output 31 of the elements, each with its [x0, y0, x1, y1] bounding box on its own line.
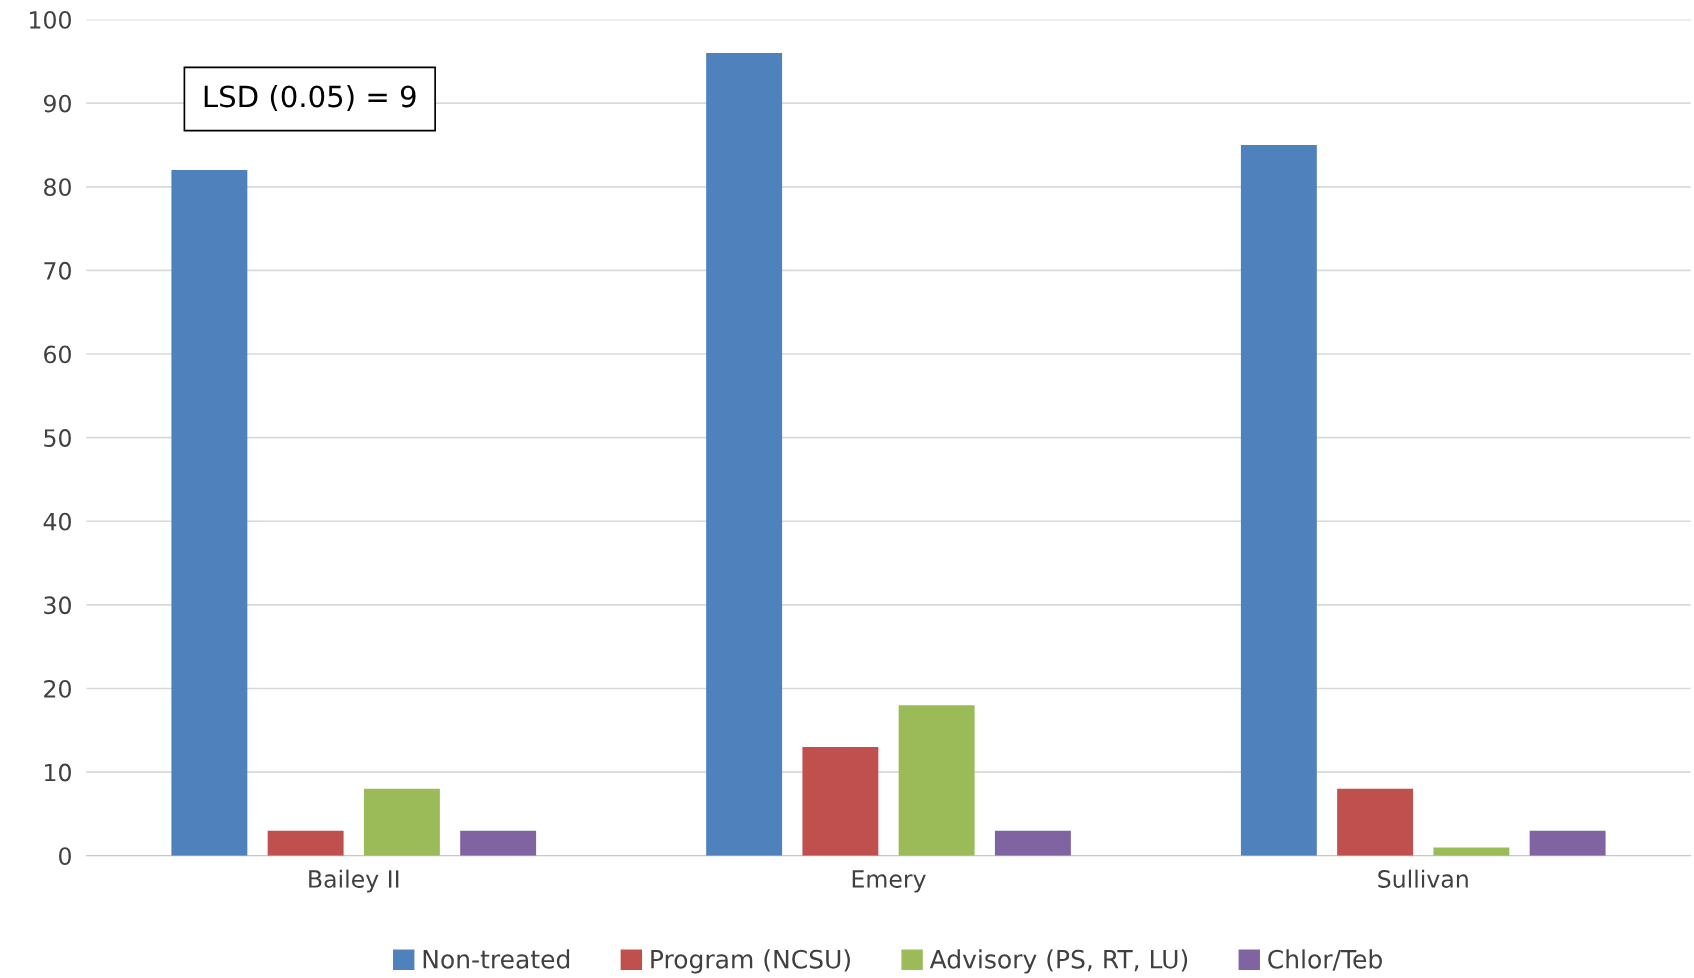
bar	[171, 170, 248, 856]
y-tick-label: 40	[43, 512, 71, 531]
y-tick-label: 60	[44, 345, 71, 364]
bar	[1337, 788, 1414, 856]
y-tick-label: 30	[44, 596, 71, 615]
y-tick-label: 80	[44, 178, 71, 197]
bar	[267, 830, 344, 856]
x-tick-label: Sullivan	[1378, 869, 1468, 888]
legend-label: Advisory (PS, RT, LU)	[929, 949, 1188, 974]
y-tick-label: 10	[45, 763, 71, 782]
bar	[363, 788, 440, 856]
x-tick-label: Bailey II	[309, 869, 399, 893]
y-tick-label: 70	[44, 261, 71, 280]
bar	[1433, 847, 1510, 856]
bar	[994, 830, 1071, 856]
bar	[898, 705, 975, 856]
y-tick-label: 100	[30, 11, 71, 29]
y-tick-label: 0	[59, 847, 71, 866]
annotation: LSD (0.05) = 9	[204, 84, 416, 111]
y-tick-label: 20	[44, 679, 71, 698]
y-tick-label: 50	[44, 429, 71, 447]
legend-label: Program (NCSU)	[651, 949, 850, 974]
bar	[1240, 144, 1317, 856]
bar	[1529, 830, 1606, 856]
bar	[802, 747, 879, 856]
legend-label: Non-treated	[423, 949, 570, 969]
x-tick-label: Emery	[852, 870, 926, 893]
legend-label: Chlor/Teb	[1268, 949, 1382, 971]
bar	[706, 53, 783, 856]
bar	[460, 830, 537, 856]
y-tick-label: 90	[43, 94, 71, 113]
